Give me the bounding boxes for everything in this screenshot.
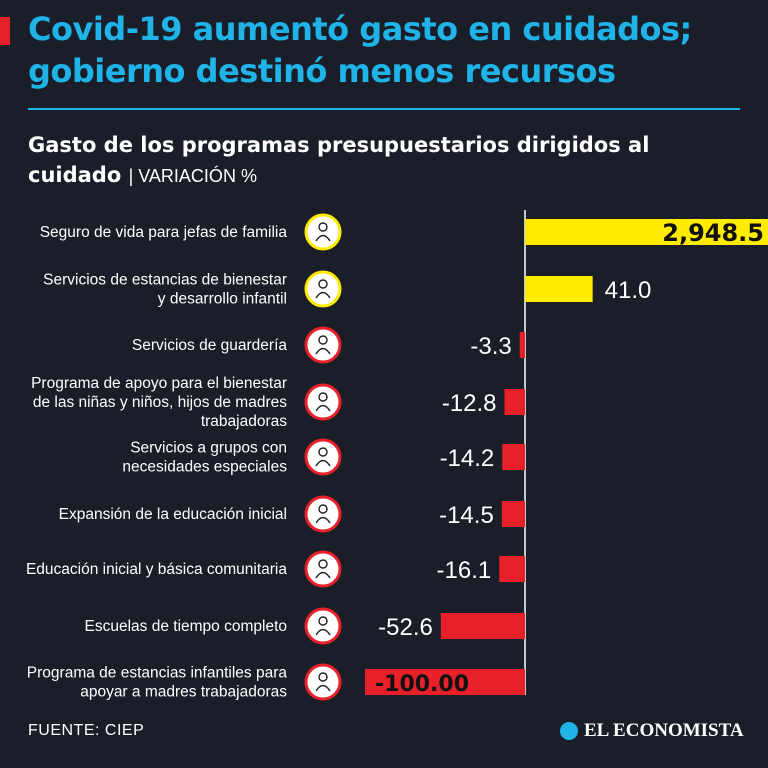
bar (440, 613, 525, 639)
bar (525, 219, 768, 245)
chart-subtitle: Gasto de los programas presupuestarios d… (28, 130, 748, 191)
bar (365, 669, 525, 695)
category-label: Servicios de guardería (132, 337, 287, 354)
category-label: Educación inicial y básica comunitaria (26, 561, 287, 578)
page-title: Covid-19 aumentó gasto en cuidados; gobi… (28, 10, 692, 90)
bar (502, 444, 525, 470)
data-label: 41.0 (605, 277, 652, 304)
category-label: Expansión de la educación inicial (59, 506, 287, 523)
data-label: -14.2 (440, 445, 495, 472)
category-label: Servicios a grupos con necesidades especi… (122, 440, 287, 476)
bar (499, 556, 525, 582)
category-label: Escuelas de tiempo completo (85, 618, 287, 635)
children-support-icon (304, 383, 342, 421)
category-label: Seguro de vida para jefas de familia (40, 224, 288, 241)
source-note: FUENTE: CIEP (28, 722, 145, 739)
data-label: -12.8 (442, 390, 497, 417)
mother-child-icon (304, 663, 342, 701)
title-divider (28, 108, 740, 110)
accent-mark (0, 17, 10, 45)
brand-icon (560, 722, 578, 740)
nurse-icon (304, 326, 342, 364)
classroom-icon (304, 607, 342, 645)
data-label: -14.5 (439, 502, 494, 529)
category-label: Programa de estancias infantiles para apo… (27, 665, 288, 701)
category-label: Programa de apoyo para el bienestar de la… (31, 375, 287, 430)
brand-name: EL ECONOMISTA (584, 720, 744, 741)
subtitle-text: Gasto de los programas presupuestarios d… (28, 133, 650, 187)
subtitle-unit: | VARIACIÓN % (128, 166, 257, 186)
data-label: -100.00 (375, 672, 469, 697)
data-label: -52.6 (378, 614, 433, 641)
family-icon (304, 213, 342, 251)
childcare-icon (304, 270, 342, 308)
bar (501, 501, 525, 527)
data-label: -3.3 (470, 333, 511, 360)
brand-logo: EL ECONOMISTA (560, 720, 744, 742)
category-label: Servicios de estancias de bienestar y des… (43, 272, 287, 308)
data-label: 2,948.5 (662, 219, 764, 247)
bar (504, 389, 525, 415)
bar (525, 276, 593, 302)
special-needs-icon (304, 438, 342, 476)
early-education-icon (304, 495, 342, 533)
community-education-icon (304, 550, 342, 588)
bar (519, 332, 525, 358)
data-label: -16.1 (437, 557, 492, 584)
